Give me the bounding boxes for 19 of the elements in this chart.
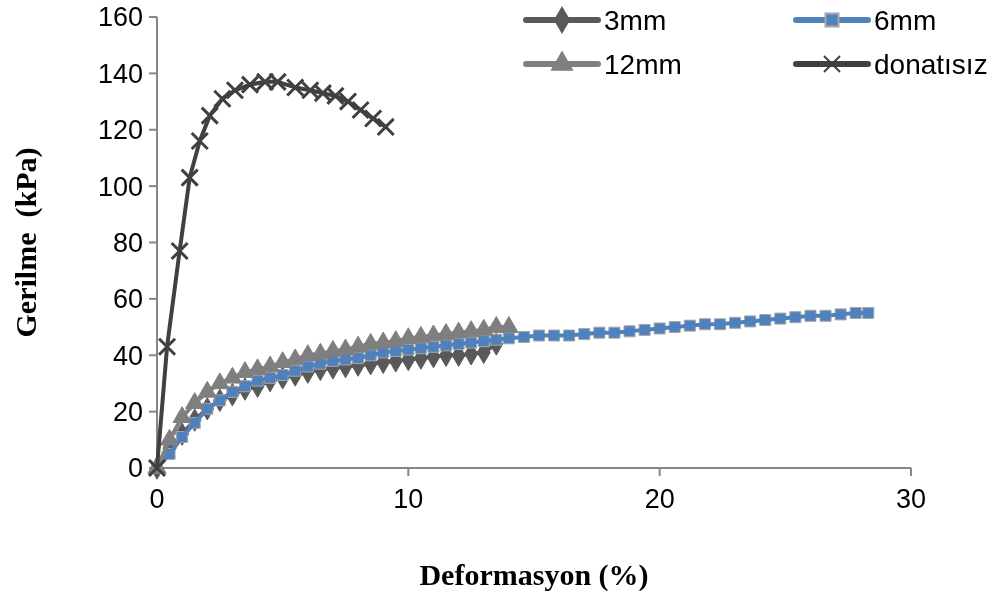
legend-label: 3mm bbox=[604, 5, 667, 36]
y-tick-label: 60 bbox=[112, 284, 143, 315]
y-tick-label: 100 bbox=[97, 171, 143, 202]
y-tick-label: 160 bbox=[97, 2, 143, 33]
legend-label: 6mm bbox=[874, 5, 937, 36]
x-tick-label: 30 bbox=[895, 484, 927, 514]
y-tick-label: 0 bbox=[127, 453, 143, 484]
legend-label: 12mm bbox=[604, 49, 682, 80]
y-tick-label: 80 bbox=[112, 227, 143, 258]
x-tick-label: 0 bbox=[149, 484, 165, 514]
y-tick-label: 20 bbox=[112, 397, 143, 428]
x-tick-label: 20 bbox=[644, 484, 675, 514]
y-tick-label: 140 bbox=[97, 58, 143, 89]
x-tick-label: 10 bbox=[393, 484, 424, 514]
y-tick-label: 40 bbox=[112, 340, 143, 371]
y-tick-label: 120 bbox=[97, 115, 143, 146]
x-axis-title: Deformasyon (%) bbox=[419, 558, 649, 592]
legend-label: donatısız bbox=[874, 49, 988, 80]
y-axis-title: Gerilme (kPa) bbox=[9, 147, 43, 338]
